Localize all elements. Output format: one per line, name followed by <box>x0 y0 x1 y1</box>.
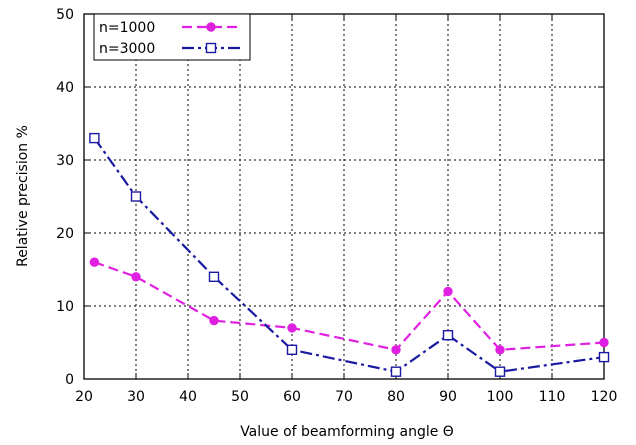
series-1 <box>89 132 610 377</box>
y-tick-label: 0 <box>65 372 74 388</box>
data-point <box>599 337 609 348</box>
x-tick-label: 120 <box>591 389 618 405</box>
y-tick-label: 30 <box>56 153 74 169</box>
legend-box <box>93 13 251 61</box>
y-tick-label: 40 <box>56 80 74 96</box>
x-axis-label: Value of beamforming angle Θ <box>240 424 454 440</box>
x-tick-label: 40 <box>179 389 197 405</box>
y-tick-label: 20 <box>56 226 74 242</box>
series-layer <box>89 132 610 377</box>
data-point <box>390 366 402 377</box>
x-tick-label: 50 <box>231 389 249 405</box>
data-point <box>130 191 142 202</box>
legend: n=1000 n=3000 <box>93 13 251 61</box>
x-tick-label: 20 <box>75 389 93 405</box>
y-tick-label: 10 <box>56 299 74 315</box>
y-tick-label: 50 <box>56 7 74 23</box>
data-point <box>494 366 506 377</box>
x-tick-label: 70 <box>335 389 353 405</box>
y-axis-label: Relative precision % <box>15 125 31 267</box>
data-point <box>495 345 505 355</box>
data-point <box>286 344 298 355</box>
data-point <box>598 351 610 363</box>
x-tick-label: 110 <box>539 389 566 405</box>
grid <box>84 14 604 379</box>
legend-marker <box>206 22 216 32</box>
x-tick-label: 80 <box>387 389 405 405</box>
x-tick-label: 60 <box>283 389 301 405</box>
x-tick-label: 30 <box>127 389 145 405</box>
legend-marker <box>205 42 217 54</box>
data-point <box>443 286 453 297</box>
data-point <box>89 132 100 144</box>
axis-ticks: 20 30 40 50 60 70 80 90 100 110 120 0 10 20 30 40 50 <box>56 7 617 405</box>
data-point <box>131 272 141 282</box>
data-point <box>208 271 220 282</box>
legend-label: n=1000 <box>99 20 155 36</box>
series-0 <box>89 257 609 355</box>
data-point <box>287 323 297 333</box>
x-tick-label: 100 <box>487 389 514 405</box>
data-point <box>391 345 401 355</box>
data-point <box>442 330 454 341</box>
data-point <box>89 257 100 267</box>
data-point <box>209 315 219 326</box>
x-tick-label: 90 <box>439 389 457 405</box>
legend-label: n=3000 <box>99 41 155 57</box>
series-line <box>93 137 605 373</box>
